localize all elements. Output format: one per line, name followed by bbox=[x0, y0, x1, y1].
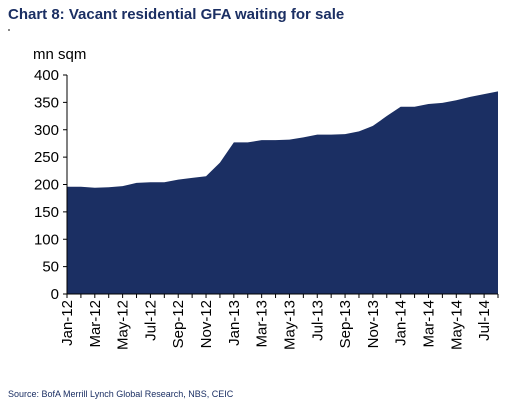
y-tick-label: 50 bbox=[42, 259, 59, 276]
y-tick-labels: 0 50 100 150 200 250 300 350 400 bbox=[34, 67, 59, 303]
title-marker bbox=[8, 29, 10, 31]
x-tick-labels: Jan-12 Mar-12 May-12 Jul-12 Sep-12 Nov-12 Jan-… bbox=[59, 300, 493, 350]
x-tick-label: Jan-14 bbox=[393, 300, 410, 346]
chart-title: Chart 8: Vacant residential GFA waiting … bbox=[8, 6, 344, 23]
area-series bbox=[67, 91, 498, 294]
area-layer bbox=[67, 91, 498, 294]
x-tick-label: Jul-13 bbox=[309, 300, 326, 341]
y-tick-label: 400 bbox=[34, 67, 59, 84]
x-tick-label: May-14 bbox=[448, 300, 465, 350]
y-tick-label: 150 bbox=[34, 204, 59, 221]
y-tick-label: 300 bbox=[34, 122, 59, 139]
x-tick-label: Mar-13 bbox=[254, 300, 271, 348]
source-note: Source: BofA Merrill Lynch Global Resear… bbox=[8, 389, 234, 399]
axis-layer bbox=[63, 74, 499, 298]
x-tick-label: May-13 bbox=[281, 300, 298, 350]
y-tick-label: 350 bbox=[34, 94, 59, 111]
y-tick-label: 100 bbox=[34, 231, 59, 248]
x-tick-label: Sep-13 bbox=[337, 300, 354, 348]
x-tick-label: Mar-12 bbox=[87, 300, 104, 348]
x-tick-label: Sep-12 bbox=[170, 300, 187, 348]
x-tick-label: Nov-12 bbox=[198, 300, 215, 348]
x-tick-label: Jan-12 bbox=[59, 300, 76, 346]
x-tick-label: Jul-14 bbox=[476, 300, 493, 341]
x-tick-label: Jul-12 bbox=[142, 300, 159, 341]
x-tick-label: May-12 bbox=[115, 300, 132, 350]
y-tick-label: 0 bbox=[51, 286, 59, 303]
x-tick-label: Jan-13 bbox=[226, 300, 243, 346]
chart-title-text: Chart 8: Vacant residential GFA waiting … bbox=[8, 6, 345, 23]
y-axis-unit-label: mn sqm bbox=[33, 46, 87, 63]
y-tick-label: 250 bbox=[34, 149, 59, 166]
x-tick-label: Nov-13 bbox=[365, 300, 382, 348]
y-tick-label: 200 bbox=[34, 177, 59, 194]
x-tick-label: Mar-14 bbox=[420, 300, 437, 348]
